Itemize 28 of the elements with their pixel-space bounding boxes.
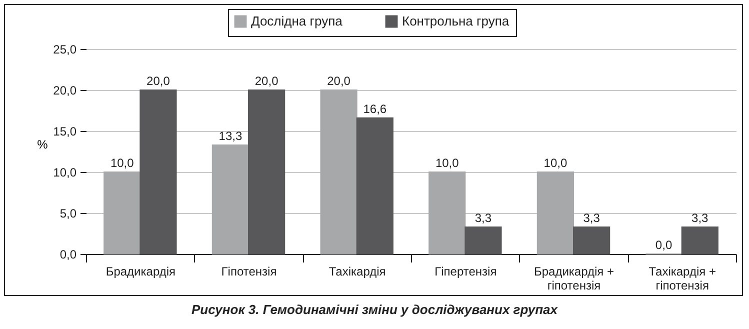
data-label: 20,0 bbox=[327, 74, 351, 88]
data-label: 3,3 bbox=[692, 210, 709, 225]
data-label: 10,0 bbox=[110, 156, 134, 170]
y-tick-label: 15,0 bbox=[53, 124, 77, 138]
y-tick-label: 5,0 bbox=[60, 206, 77, 220]
y-tick-label: 0,0 bbox=[60, 248, 77, 262]
x-tick-label: Гіпотензія bbox=[221, 264, 277, 278]
y-tick-label: 10,0 bbox=[53, 166, 77, 180]
x-tick-label: Брадикардія bbox=[106, 264, 176, 278]
x-tick-label: Тахікардія bbox=[328, 264, 386, 278]
y-tick-label: 20,0 bbox=[53, 84, 77, 98]
x-tick-label: Брадикардія + гіпотензія bbox=[534, 264, 614, 292]
data-label: 13,3 bbox=[218, 128, 242, 143]
data-label: 10,0 bbox=[544, 156, 568, 170]
y-tick-label: 25,0 bbox=[53, 42, 77, 56]
data-label: 20,0 bbox=[146, 74, 170, 88]
legend-label: Контрольна група bbox=[402, 14, 510, 29]
data-label: 16,6 bbox=[363, 102, 387, 116]
x-tick-label: Тахікардія + гіпотензія bbox=[648, 264, 716, 292]
data-label: 0,0 bbox=[655, 238, 672, 252]
data-label: 20,0 bbox=[254, 74, 279, 88]
legend-label: Дослідна група bbox=[251, 14, 344, 29]
y-axis-title: % bbox=[37, 138, 48, 152]
x-tick-label: Гіпертензія bbox=[434, 264, 497, 278]
data-label: 3,3 bbox=[474, 210, 492, 225]
data-label: 3,3 bbox=[583, 210, 600, 225]
data-label: 10,0 bbox=[435, 156, 460, 170]
text: Рисунок 3. Гемодинамічні зміни у досліджуваних групах bbox=[190, 302, 559, 317]
